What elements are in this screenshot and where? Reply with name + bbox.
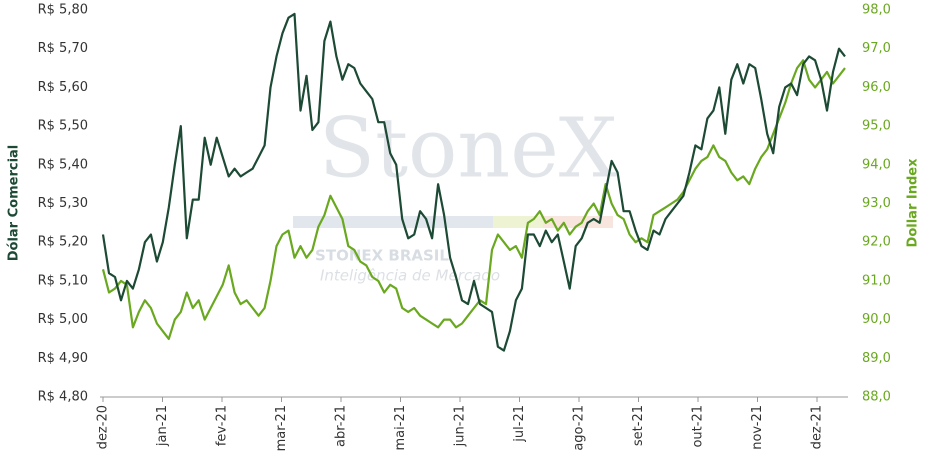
x-tick-label: abr-21 xyxy=(334,405,349,447)
y-tick-label: R$ 5,80 xyxy=(38,3,88,18)
x-tick-label: nov-21 xyxy=(750,405,765,450)
x-tick-label: fev-21 xyxy=(215,405,230,446)
y-tick-label: R$ 5,70 xyxy=(38,41,88,56)
y2-axis-label: Dollar Index xyxy=(906,158,921,248)
y2-tick-label: 90,0 xyxy=(862,312,891,327)
y-tick-label: R$ 5,00 xyxy=(38,312,88,327)
y-tick-label: R$ 4,90 xyxy=(38,351,88,366)
watermark-bar xyxy=(493,216,543,228)
x-tick-label: jan-21 xyxy=(155,405,170,447)
x-tick-label: out-21 xyxy=(691,405,706,448)
watermark: StoneX STONEX BRASIL Inteligência de Mer… xyxy=(293,102,617,285)
x-tick-label: jun-21 xyxy=(453,405,468,447)
y-tick-label: R$ 5,40 xyxy=(38,157,88,172)
y-tick-label: R$ 5,30 xyxy=(38,196,88,211)
x-tick-label: dez-20 xyxy=(96,405,111,449)
watermark-logo: StoneX xyxy=(319,102,617,197)
x-tick-label: jul-21 xyxy=(512,405,527,443)
y2-tick-label: 94,0 xyxy=(862,157,891,172)
x-tick-label: mar-21 xyxy=(274,405,289,451)
y-tick-label: R$ 5,50 xyxy=(38,119,88,134)
watermark-line1: STONEX BRASIL xyxy=(315,247,449,265)
y2-tick-label: 97,0 xyxy=(862,41,891,56)
y-tick-label: R$ 5,60 xyxy=(38,80,88,95)
y2-tick-label: 92,0 xyxy=(862,235,891,250)
y2-tick-label: 95,0 xyxy=(862,119,891,134)
y2-tick-label: 98,0 xyxy=(862,3,891,18)
y-tick-label: R$ 5,20 xyxy=(38,235,88,250)
y-axis-label: Dólar Comercial xyxy=(7,145,22,262)
y2-tick-label: 89,0 xyxy=(862,351,891,366)
y-tick-label: R$ 5,10 xyxy=(38,273,88,288)
y2-tick-label: 96,0 xyxy=(862,80,891,95)
x-tick-label: dez-21 xyxy=(810,405,825,449)
series-line xyxy=(101,59,846,340)
x-tick-label: set-21 xyxy=(631,405,646,446)
y2-tick-label: 93,0 xyxy=(862,196,891,211)
y-tick-label: R$ 4,80 xyxy=(38,390,88,405)
x-tick-label: ago-21 xyxy=(572,405,587,451)
y2-tick-label: 88,0 xyxy=(862,390,891,405)
series-line xyxy=(101,12,846,352)
x-tick-label: mai-21 xyxy=(393,405,408,450)
y2-tick-label: 91,0 xyxy=(862,273,891,288)
